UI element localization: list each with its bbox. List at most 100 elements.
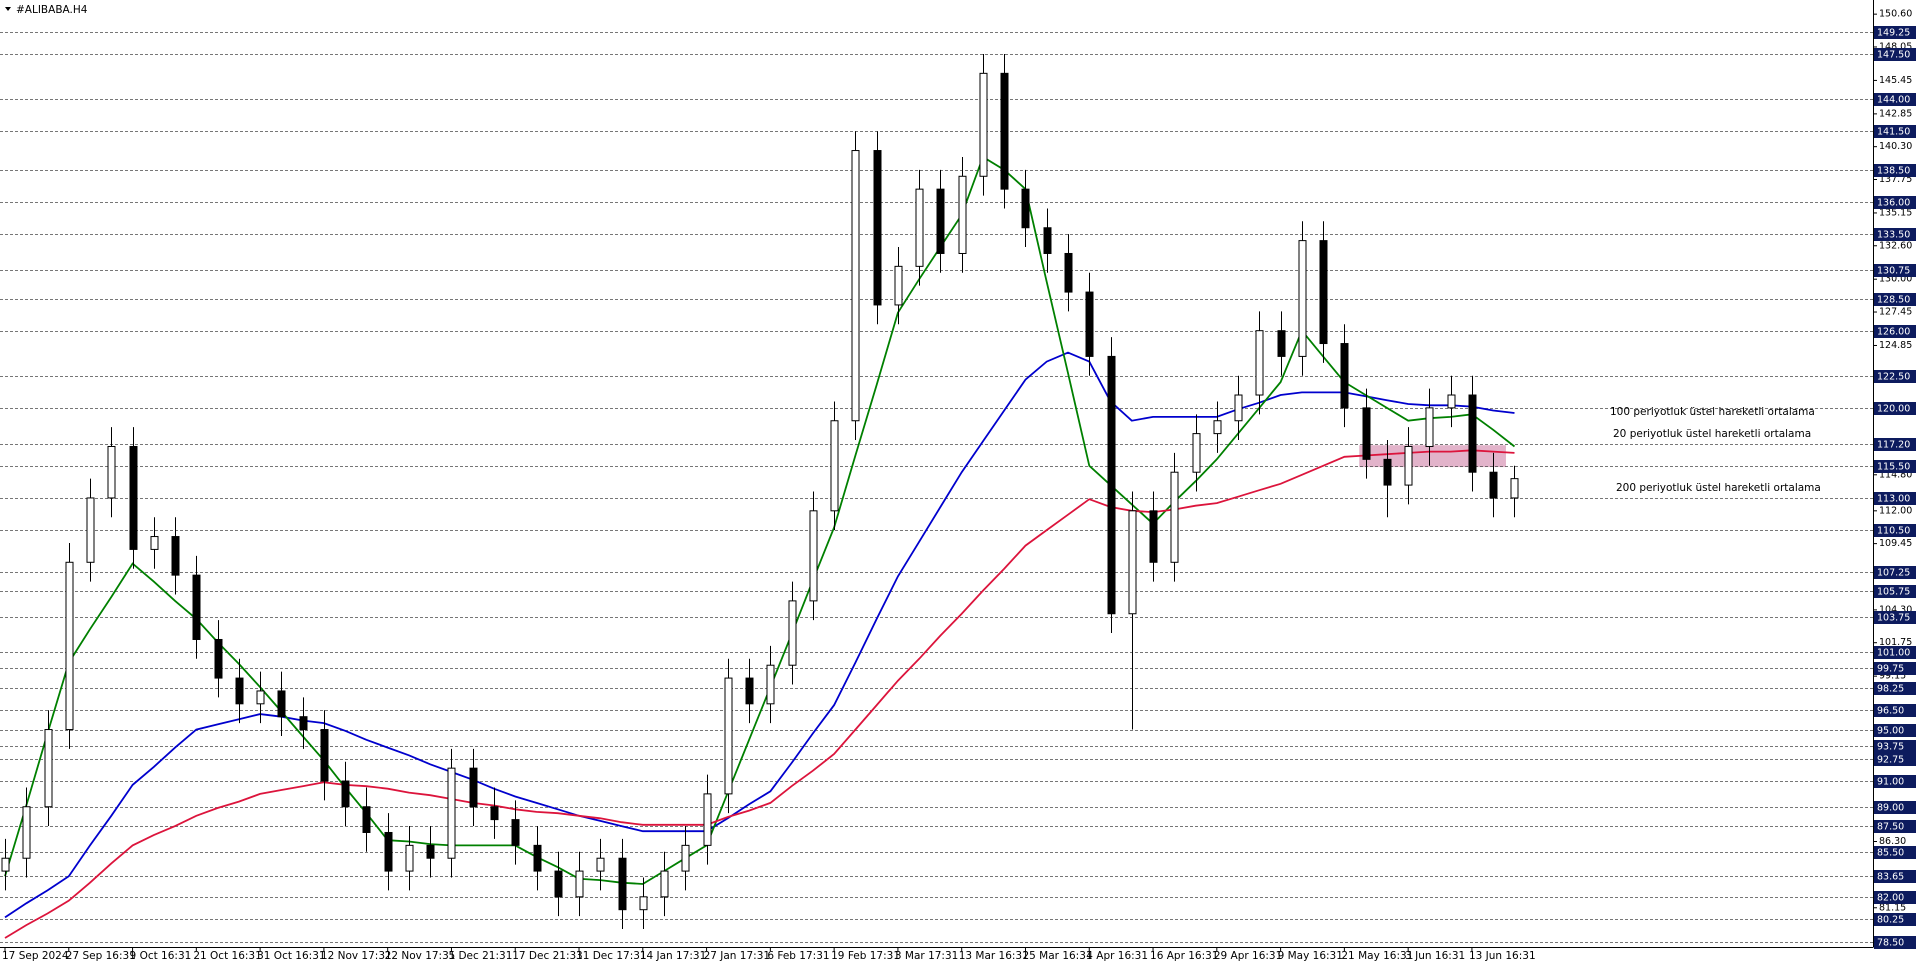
- level-label-box: [1874, 93, 1916, 106]
- candle-body: [1404, 445, 1413, 486]
- level-label-box: [1874, 585, 1916, 598]
- x-tick-label: 17 Dec 21:31: [512, 950, 583, 962]
- candle-body: [405, 844, 414, 872]
- candle-body: [426, 844, 435, 859]
- level-label: 80.25: [1877, 915, 1904, 926]
- moving-average-line: [4, 351, 1515, 919]
- x-tick-label: 21 May 16:31: [1341, 950, 1413, 962]
- y-tick-label: 142.85: [1879, 108, 1912, 119]
- x-tick-label: 3 Mar 17:31: [895, 950, 958, 962]
- level-label: 98.25: [1877, 684, 1904, 695]
- level-label: 107.25: [1877, 568, 1910, 579]
- candle-body: [235, 677, 244, 705]
- x-tick-label: 22 Nov 17:31: [385, 950, 456, 962]
- level-label: 128.50: [1877, 295, 1910, 306]
- candle-body: [1107, 355, 1116, 615]
- candle-body: [788, 600, 797, 666]
- x-tick-label: 9 May 16:31: [1278, 950, 1343, 962]
- candle-body: [1362, 407, 1371, 460]
- candle-body: [384, 831, 393, 872]
- moving-average-line: [4, 449, 1515, 939]
- x-tick-label: 31 Dec 17:31: [576, 950, 647, 962]
- zone: [1359, 445, 1506, 468]
- candle-body: [1192, 433, 1201, 473]
- menu-triangle[interactable]: [5, 7, 11, 11]
- level-label-box: [1874, 125, 1916, 138]
- y-tick-label: 114.80: [1879, 469, 1912, 480]
- level-label-box: [1874, 740, 1916, 753]
- candle-body: [766, 664, 775, 705]
- candle-body: [1298, 240, 1307, 357]
- candle-body: [681, 844, 690, 872]
- level-label-box: [1874, 682, 1916, 695]
- x-tick-label: 19 Feb 17:31: [831, 950, 900, 962]
- candle-body: [1085, 291, 1094, 357]
- x-tick-label: 25 Mar 16:31: [1022, 950, 1092, 962]
- level-label-box: [1874, 775, 1916, 788]
- level-label: 82.00: [1877, 893, 1904, 904]
- candle-body: [107, 445, 116, 499]
- y-tick-label: 148.05: [1879, 41, 1912, 52]
- y-tick-label: 86.30: [1879, 836, 1906, 847]
- chart-title: #ALIBABA.H4: [16, 4, 88, 16]
- candle-body: [469, 767, 478, 808]
- level-label-box: [1874, 524, 1916, 537]
- level-label-box: [1874, 913, 1916, 926]
- candle-body: [341, 780, 350, 808]
- y-tick-label: 132.60: [1879, 240, 1912, 251]
- level-label: 103.75: [1877, 613, 1910, 624]
- level-label: 85.50: [1877, 848, 1904, 859]
- level-label-box: [1874, 936, 1916, 949]
- x-tick-label: 12 Nov 17:31: [321, 950, 392, 962]
- y-tick-label: 127.45: [1879, 307, 1912, 318]
- candle-body: [958, 175, 967, 254]
- y-tick-label: 137.75: [1879, 174, 1912, 185]
- level-label: 122.50: [1877, 372, 1910, 383]
- y-tick-label: 140.30: [1879, 141, 1912, 152]
- candle-body: [44, 729, 53, 808]
- candle-body: [894, 265, 903, 306]
- x-tick-label: 13 Jun 16:31: [1469, 950, 1536, 962]
- candle-body: [1383, 458, 1392, 486]
- candle-body: [1000, 72, 1009, 190]
- level-label-box: [1874, 611, 1916, 624]
- candle-body: [1425, 407, 1434, 447]
- series-annotation: 200 periyotluk üstel hareketli ortalama: [1616, 482, 1821, 494]
- candle-body: [1510, 478, 1519, 499]
- level-label-box: [1874, 753, 1916, 766]
- level-label-box: [1874, 48, 1916, 61]
- level-label: 87.50: [1877, 822, 1904, 833]
- level-label: 105.75: [1877, 587, 1910, 598]
- level-label: 120.00: [1877, 404, 1910, 415]
- candle-body: [490, 806, 499, 821]
- level-label-box: [1874, 566, 1916, 579]
- level-label-box: [1874, 662, 1916, 675]
- level-label: 95.00: [1877, 726, 1904, 737]
- x-tick-label: 6 Feb 17:31: [767, 950, 829, 962]
- level-label-box: [1874, 402, 1916, 415]
- x-tick-label: 13 Mar 16:31: [959, 950, 1029, 962]
- candle-body: [150, 536, 159, 550]
- candle-body: [1255, 330, 1264, 396]
- y-tick-label: 101.75: [1879, 637, 1912, 648]
- candle-body: [703, 793, 712, 846]
- level-label-box: [1874, 325, 1916, 338]
- candle-body: [1447, 394, 1456, 409]
- candle-body: [575, 870, 584, 898]
- candle-body: [745, 677, 754, 705]
- y-tick-label: 124.85: [1879, 340, 1912, 351]
- level-label: 149.25: [1877, 28, 1910, 39]
- level-label: 130.75: [1877, 266, 1910, 277]
- level-label: 144.00: [1877, 95, 1910, 106]
- level-label: 83.65: [1877, 872, 1904, 883]
- candle-body: [1468, 394, 1477, 473]
- x-tick-label: 5 Dec 21:31: [448, 950, 512, 962]
- candle-body: [1340, 343, 1349, 409]
- level-label: 141.50: [1877, 127, 1910, 138]
- level-label-box: [1874, 228, 1916, 241]
- series-annotation: 100 periyotluk üstel hareketli ortalama: [1610, 406, 1815, 418]
- candle-body: [533, 844, 542, 872]
- candle-body: [320, 729, 329, 782]
- y-tick-label: 150.60: [1879, 9, 1912, 20]
